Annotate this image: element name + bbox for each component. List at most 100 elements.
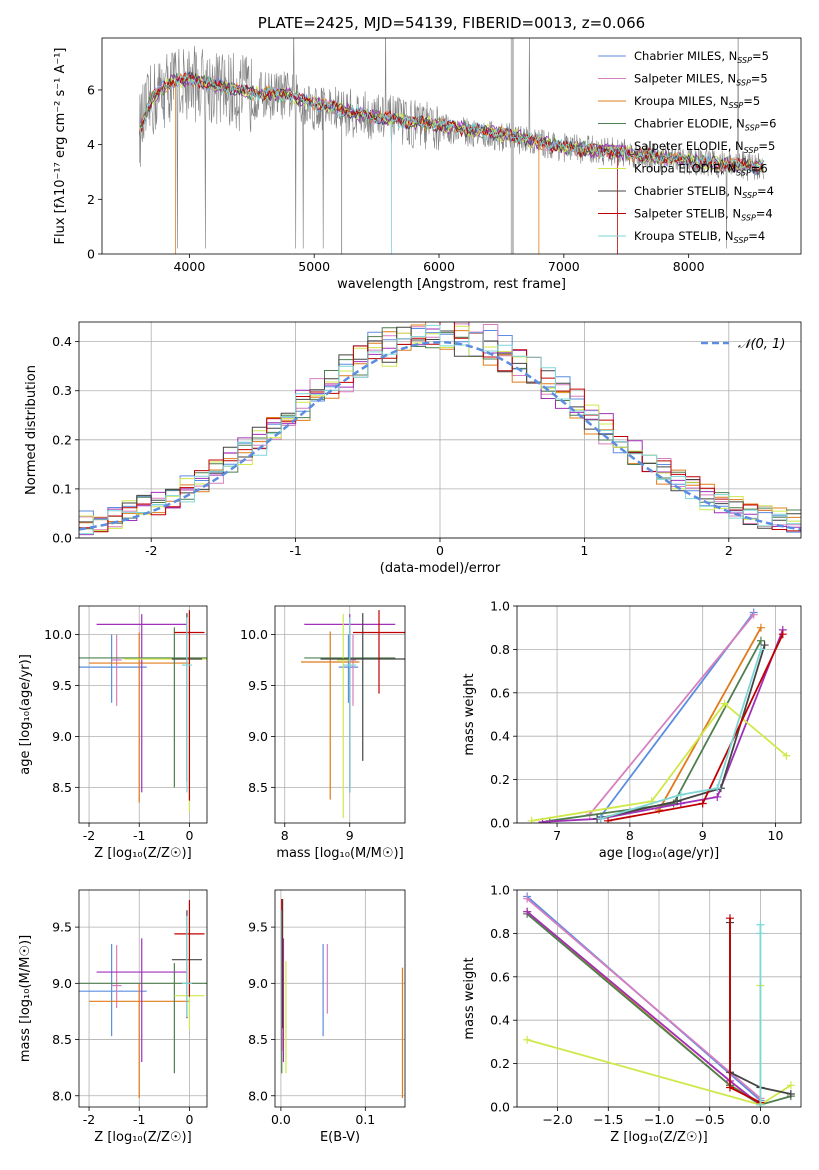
data-point — [726, 914, 734, 923]
axes-frame — [78, 889, 208, 1108]
y-tick-label: 8.5 — [52, 1032, 72, 1047]
x-tick-label: −2.0 — [542, 1112, 572, 1127]
x-tick-label: 0.0 — [271, 1112, 291, 1127]
mass-weight-line — [531, 702, 787, 822]
y-axis-label: mass [log₁₀(M/M☉)] — [18, 935, 33, 1062]
data-point — [756, 929, 765, 938]
y-tick-label: 6 — [87, 82, 95, 97]
legend-entry: Salpeter STELIB, NSSP=4 — [634, 207, 773, 223]
x-tick-label: 7000 — [548, 259, 580, 274]
legend-entry: Kroupa MILES, NSSP=5 — [634, 94, 760, 110]
x-tick-label: 6000 — [423, 259, 455, 274]
x-tick-label: −0.5 — [695, 1112, 725, 1127]
mass-weight-line — [526, 898, 761, 1099]
panel-age-vs-mass: 8 9 8.5 9.0 9.5 10.0 mass [log₁₀(M/M☉)] — [240, 605, 406, 861]
y-tick-label: 0.0 — [52, 531, 72, 546]
x-tick-label: 1 — [580, 543, 588, 558]
x-axis-label: Z [log₁₀(Z/Z☉)] — [610, 1130, 707, 1145]
legend-entry: Salpeter MILES, NSSP=5 — [634, 72, 768, 88]
axes-frame — [78, 321, 802, 539]
y-tick-label: 9.5 — [248, 678, 268, 693]
plot-area — [527, 608, 791, 823]
x-tick-label: −1.5 — [593, 1112, 623, 1127]
x-tick-label: 0.0 — [750, 1112, 770, 1127]
plot-area — [139, 38, 764, 254]
data-point — [523, 907, 532, 916]
plot-area — [280, 898, 404, 1099]
x-tick-label: 2 — [725, 543, 733, 558]
data-point — [676, 790, 685, 799]
x-tick-label: 4000 — [173, 259, 205, 274]
x-tick-label: 0 — [185, 1112, 193, 1127]
data-point — [760, 641, 769, 650]
panel-residuals: -2 -1 0 1 2 0.0 0.1 0.2 0.3 0.4 (data-model)/error… — [24, 321, 802, 576]
x-tick-label: -1 — [289, 543, 301, 558]
mass-weight-line — [600, 649, 762, 820]
x-axis-label: Z [log₁₀(Z/Z☉)] — [94, 846, 191, 861]
data-point — [527, 816, 536, 823]
data-point — [604, 816, 613, 823]
data-point — [726, 1083, 734, 1092]
y-tick-label: 8.0 — [52, 1088, 72, 1103]
x-axis-label: Z [log₁₀(Z/Z☉)] — [94, 1130, 191, 1145]
y-tick-label: 10.0 — [240, 627, 268, 642]
data-point — [756, 636, 765, 645]
mass-weight-line — [658, 627, 762, 811]
y-tick-label: 0.3 — [52, 383, 72, 398]
panel-mass-vs-Z: -2 -1 0 8.0 8.5 9.0 9.5 Z [log₁₀(Z/Z☉)] mass [lo… — [18, 889, 208, 1145]
legend-entry: Chabrier ELODIE, NSSP=6 — [634, 117, 776, 133]
x-tick-label: -1 — [133, 828, 145, 843]
panel-age-vs-Z: -2 -1 0 8.5 9.0 9.5 10.0 Z [log₁₀(Z/Z☉)] age [lo… — [18, 605, 208, 861]
y-tick-label: 0.4 — [52, 334, 72, 349]
y-tick-label: 10.0 — [44, 627, 72, 642]
data-point — [756, 623, 765, 632]
plot-area — [79, 900, 207, 1099]
data-point — [673, 797, 682, 806]
panel-mass-vs-ebv: 0.0 0.1 8.0 8.5 9.0 9.5 E(B-V) — [248, 889, 406, 1145]
legend-entry: Salpeter ELODIE, NSSP=5 — [634, 139, 775, 155]
mass-weight-line — [526, 911, 761, 1106]
panel-spectrum: 4000 5000 6000 7000 8000 0 2 4 6 wavelength [Angs… — [53, 14, 802, 292]
model-spectrum — [139, 72, 764, 173]
x-axis-label: wavelength [Angstrom, rest frame] — [337, 277, 566, 292]
x-axis-label: age [log₁₀(age/yr)] — [599, 846, 720, 861]
residual-histogram — [79, 324, 801, 535]
y-tick-label: 9.5 — [52, 920, 72, 935]
y-tick-label: 0 — [87, 247, 95, 262]
legend-entry: Kroupa STELIB, NSSP=4 — [634, 229, 765, 245]
y-tick-label: 0.2 — [490, 1056, 510, 1071]
axes-frame — [516, 889, 802, 1108]
data-point — [720, 699, 729, 708]
mass-weight-line — [589, 614, 755, 815]
x-tick-label: 0 — [436, 543, 444, 558]
x-tick-label: 7 — [553, 828, 561, 843]
x-tick-label: -2 — [83, 828, 95, 843]
plot-area — [523, 892, 795, 1107]
y-axis-label: Flux [fλ10⁻¹⁷ erg cm⁻² s⁻¹ A⁻¹] — [53, 48, 68, 245]
masked-region — [510, 38, 514, 254]
x-tick-label: −1.0 — [644, 1112, 674, 1127]
y-tick-label: 8.5 — [248, 780, 268, 795]
mass-weight-line — [596, 644, 766, 820]
data-point — [713, 784, 722, 793]
x-tick-label: 8 — [626, 828, 634, 843]
y-tick-label: 0.8 — [490, 926, 510, 941]
y-tick-label: 0.2 — [52, 432, 72, 447]
plot-area — [79, 610, 207, 812]
y-tick-label: 0.1 — [52, 481, 72, 496]
data-point — [756, 1100, 765, 1107]
panel-massweight-vs-age: 7 8 9 10 0.0 0.2 0.4 0.6 0.8 1.0 age [log₁₀(age/yr… — [462, 599, 802, 861]
x-tick-label: 5000 — [298, 259, 330, 274]
y-tick-label: 0.4 — [490, 1013, 510, 1028]
y-tick-label: 0.0 — [490, 1100, 510, 1115]
x-tick-label: -2 — [145, 543, 157, 558]
y-tick-label: 1.0 — [490, 599, 510, 614]
y-tick-label: 0.6 — [490, 969, 510, 984]
panel-massweight-vs-Z: −2.0 −1.5 −1.0 −0.5 0.0 0.0 0.2 0.4 0.6 0.8 1.0 Z [… — [462, 883, 802, 1145]
data-point — [523, 894, 532, 903]
x-tick-label: 8000 — [673, 259, 705, 274]
normal-curve — [79, 340, 801, 531]
axes-frame — [101, 37, 802, 255]
y-axis-label: age [log₁₀(age/yr)] — [18, 654, 33, 775]
data-point — [713, 792, 722, 801]
